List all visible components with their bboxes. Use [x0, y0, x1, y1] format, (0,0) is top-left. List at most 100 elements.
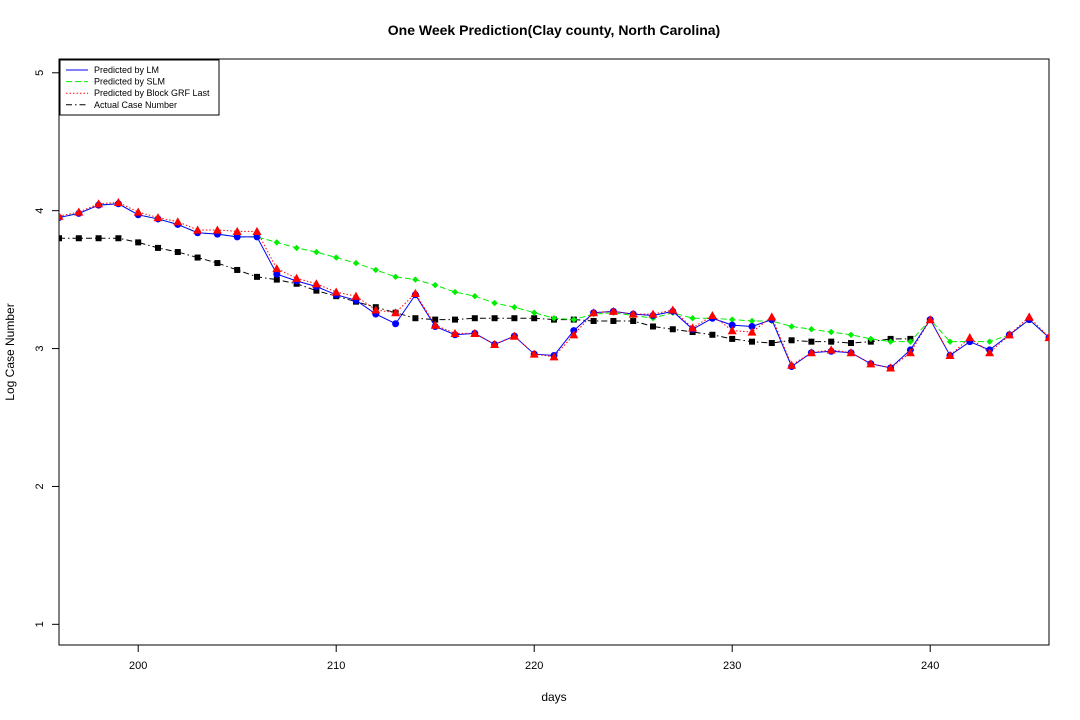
- data-point: [828, 338, 835, 345]
- data-point: [74, 207, 84, 216]
- data-point: [311, 279, 321, 288]
- y-axis: 1 2 3 4 5: [34, 70, 59, 627]
- data-point: [550, 315, 558, 322]
- data-point: [273, 270, 281, 278]
- data-point: [828, 328, 835, 336]
- data-point: [808, 338, 815, 345]
- data-point: [133, 207, 143, 216]
- data-point: [866, 359, 876, 368]
- data-point: [608, 306, 618, 315]
- data-point: [214, 260, 221, 267]
- data-point: [372, 266, 379, 274]
- y-tick-label: 4: [34, 208, 46, 214]
- data-point: [471, 315, 478, 322]
- data-point: [531, 309, 538, 316]
- data-point: [965, 333, 975, 342]
- series-layer: [59, 197, 1049, 372]
- data-point: [450, 328, 460, 337]
- data-point: [749, 338, 755, 345]
- data-point: [412, 315, 419, 322]
- legend-label: Predicted by LM: [94, 65, 159, 75]
- data-point: [392, 273, 399, 281]
- data-point: [628, 309, 638, 318]
- legend: Predicted by LM Predicted by SLMPredicted…: [59, 59, 220, 116]
- data-point: [887, 338, 894, 345]
- data-point: [432, 316, 439, 323]
- y-axis-label: Log Case Number: [3, 303, 17, 400]
- x-tick-label: 210: [327, 660, 345, 672]
- data-point: [432, 281, 439, 289]
- data-point: [808, 326, 815, 333]
- data-point: [590, 317, 597, 324]
- data-point: [569, 330, 579, 339]
- data-point: [748, 322, 756, 330]
- data-point: [371, 305, 381, 314]
- data-point: [471, 292, 478, 300]
- data-point: [430, 320, 440, 329]
- data-point: [194, 254, 201, 261]
- data-point: [490, 339, 500, 349]
- data-point: [511, 315, 518, 322]
- series-predicted-by-slm: [59, 200, 1049, 345]
- data-point: [273, 239, 280, 246]
- data-point: [688, 323, 698, 332]
- legend-label: Actual Case Number: [94, 100, 177, 110]
- data-point: [94, 199, 104, 208]
- data-point: [331, 287, 341, 296]
- data-point: [668, 305, 678, 314]
- data-point: [709, 331, 716, 338]
- data-point: [351, 291, 361, 300]
- x-tick-label: 200: [129, 660, 147, 672]
- data-point: [392, 320, 400, 328]
- data-point: [509, 331, 519, 340]
- data-point: [886, 363, 896, 372]
- data-point: [412, 276, 419, 283]
- y-tick-label: 5: [34, 70, 46, 76]
- x-tick-label: 220: [525, 660, 543, 672]
- legend-label: Predicted by SLM: [94, 77, 165, 87]
- data-point: [470, 328, 480, 337]
- data-point: [767, 312, 777, 321]
- data-point: [113, 197, 123, 206]
- x-axis-label: days: [541, 690, 566, 704]
- data-point: [253, 233, 261, 241]
- data-point: [212, 225, 222, 234]
- data-point: [747, 327, 757, 336]
- data-point: [610, 317, 617, 324]
- data-point: [847, 331, 855, 338]
- data-point: [570, 316, 577, 323]
- data-point: [391, 308, 401, 317]
- data-point: [95, 235, 102, 242]
- chart-title: One Week Prediction(Clay county, North C…: [388, 22, 720, 38]
- data-point: [985, 348, 995, 357]
- x-tick-label: 230: [723, 660, 741, 672]
- data-point: [75, 235, 82, 242]
- data-point: [946, 338, 954, 345]
- data-point: [729, 316, 736, 323]
- data-point: [292, 273, 302, 282]
- y-tick-label: 1: [34, 621, 46, 627]
- data-point: [648, 309, 658, 318]
- data-point: [905, 348, 915, 357]
- data-point: [173, 217, 183, 226]
- series-predicted-by-lm: [59, 200, 1049, 372]
- data-point: [669, 326, 676, 333]
- y-tick-label: 3: [34, 345, 46, 351]
- data-point: [867, 335, 874, 343]
- data-point: [511, 303, 518, 311]
- data-point: [232, 226, 242, 235]
- data-point: [727, 326, 737, 335]
- data-point: [491, 315, 498, 322]
- data-point: [788, 323, 795, 330]
- data-point: [768, 340, 775, 347]
- data-point: [174, 249, 181, 256]
- data-point: [410, 288, 420, 297]
- data-point: [848, 340, 854, 347]
- data-point: [115, 235, 122, 242]
- series-line: [59, 237, 911, 344]
- data-point: [650, 323, 656, 330]
- data-point: [729, 335, 736, 342]
- data-point: [788, 337, 795, 344]
- data-point: [352, 259, 360, 267]
